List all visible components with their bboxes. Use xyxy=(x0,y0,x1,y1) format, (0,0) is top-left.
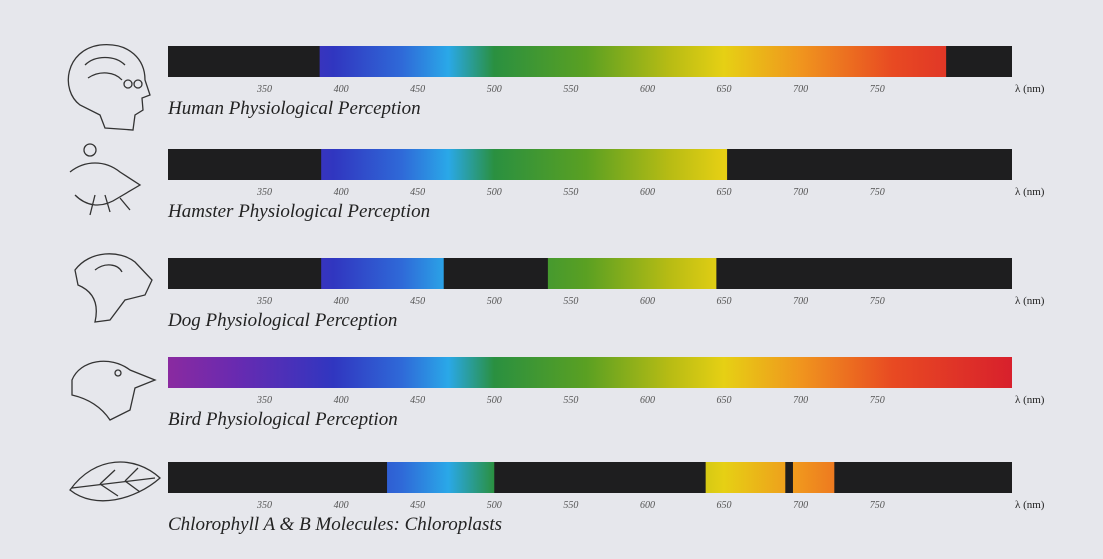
chart-title: Dog Physiological Perception xyxy=(167,310,397,331)
x-tick-label: 650 xyxy=(717,296,732,307)
x-tick-label: 650 xyxy=(717,187,732,198)
x-tick-label: 700 xyxy=(793,395,808,406)
visible-band xyxy=(547,258,717,289)
x-tick-label: 400 xyxy=(334,500,349,511)
x-tick-label: 500 xyxy=(487,500,502,511)
visible-band xyxy=(321,258,444,289)
x-tick-label: 450 xyxy=(410,500,425,511)
x-tick-label: 500 xyxy=(487,395,502,406)
x-tick-label: 750 xyxy=(870,84,885,95)
chart-title: Bird Physiological Perception xyxy=(168,409,398,430)
x-tick-label: 450 xyxy=(410,84,425,95)
x-tick-label: 400 xyxy=(334,84,349,95)
x-tick-label: 750 xyxy=(870,395,885,406)
chart-title: Hamster Physiological Perception xyxy=(167,201,430,222)
x-axis-label: λ (nm) xyxy=(1015,394,1045,406)
x-tick-label: 350 xyxy=(256,395,272,406)
x-tick-label: 700 xyxy=(793,84,808,95)
x-tick-label: 700 xyxy=(793,500,808,511)
x-tick-label: 750 xyxy=(870,500,885,511)
x-tick-label: 650 xyxy=(717,500,732,511)
x-tick-label: 750 xyxy=(870,296,885,307)
x-tick-label: 450 xyxy=(410,187,425,198)
x-tick-label: 500 xyxy=(487,84,502,95)
x-tick-label: 650 xyxy=(717,84,732,95)
x-tick-label: 350 xyxy=(256,500,272,511)
x-tick-label: 450 xyxy=(410,296,425,307)
x-tick-label: 450 xyxy=(410,395,425,406)
x-axis-label: λ (nm) xyxy=(1015,83,1045,95)
x-axis-label: λ (nm) xyxy=(1015,295,1045,307)
x-tick-label: 350 xyxy=(256,296,272,307)
icons xyxy=(67,44,161,502)
x-tick-label: 550 xyxy=(563,84,578,95)
x-axis-label: λ (nm) xyxy=(1015,499,1045,511)
x-tick-label: 750 xyxy=(870,187,885,198)
x-tick-label: 600 xyxy=(640,187,655,198)
x-tick-label: 500 xyxy=(487,296,502,307)
x-tick-label: 700 xyxy=(793,187,808,198)
x-tick-label: 350 xyxy=(256,84,272,95)
visible-band xyxy=(387,462,495,493)
chart-title: Chlorophyll A & B Molecules: Chloroplast… xyxy=(168,514,502,535)
x-tick-label: 600 xyxy=(640,395,655,406)
x-tick-label: 550 xyxy=(563,296,578,307)
x-axis-label: λ (nm) xyxy=(1015,186,1045,198)
x-tick-label: 600 xyxy=(640,296,655,307)
x-tick-label: 400 xyxy=(334,296,349,307)
x-tick-label: 650 xyxy=(717,395,732,406)
x-tick-label: 400 xyxy=(334,187,349,198)
x-tick-label: 700 xyxy=(793,296,808,307)
visible-band xyxy=(705,462,786,493)
spectrum-bar xyxy=(168,462,1012,493)
visible-band xyxy=(321,149,728,180)
x-tick-label: 400 xyxy=(334,395,349,406)
x-tick-label: 500 xyxy=(487,187,502,198)
x-tick-label: 550 xyxy=(563,395,578,406)
x-tick-label: 600 xyxy=(640,500,655,511)
visible-band xyxy=(792,462,835,493)
x-tick-label: 600 xyxy=(640,84,655,95)
visible-band xyxy=(319,46,947,77)
x-tick-label: 550 xyxy=(563,187,578,198)
x-tick-label: 550 xyxy=(563,500,578,511)
visible-band xyxy=(168,357,1012,388)
chart-title: Human Physiological Perception xyxy=(167,98,421,119)
x-tick-label: 350 xyxy=(256,187,272,198)
